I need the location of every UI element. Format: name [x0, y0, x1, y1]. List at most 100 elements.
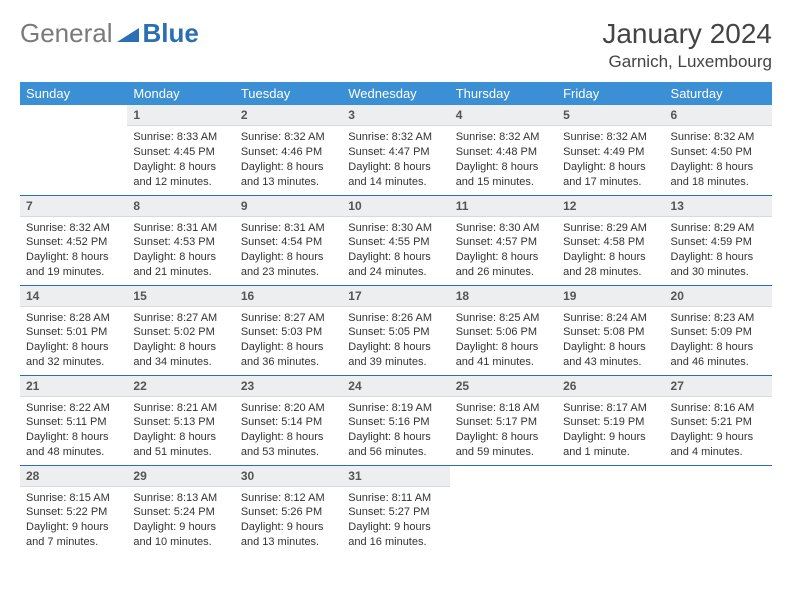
day-number: 16 [235, 286, 342, 307]
day-content: Sunrise: 8:30 AMSunset: 4:57 PMDaylight:… [450, 217, 557, 284]
day-number: 18 [450, 286, 557, 307]
sunset-text: Sunset: 5:24 PM [133, 505, 228, 520]
sunrise-text: Sunrise: 8:17 AM [563, 401, 658, 416]
daylight-text: Daylight: 8 hours and 59 minutes. [456, 430, 551, 460]
day-content: Sunrise: 8:33 AMSunset: 4:45 PMDaylight:… [127, 126, 234, 193]
sunrise-text: Sunrise: 8:24 AM [563, 311, 658, 326]
calendar-day-cell: 23Sunrise: 8:20 AMSunset: 5:14 PMDayligh… [235, 375, 342, 465]
day-content: Sunrise: 8:24 AMSunset: 5:08 PMDaylight:… [557, 307, 664, 374]
day-content: Sunrise: 8:28 AMSunset: 5:01 PMDaylight:… [20, 307, 127, 374]
day-content: Sunrise: 8:22 AMSunset: 5:11 PMDaylight:… [20, 397, 127, 464]
sunrise-text: Sunrise: 8:23 AM [671, 311, 766, 326]
sunset-text: Sunset: 4:58 PM [563, 235, 658, 250]
sunrise-text: Sunrise: 8:16 AM [671, 401, 766, 416]
day-number: 27 [665, 376, 772, 397]
day-content: Sunrise: 8:15 AMSunset: 5:22 PMDaylight:… [20, 487, 127, 554]
calendar-day-cell: 31Sunrise: 8:11 AMSunset: 5:27 PMDayligh… [342, 465, 449, 555]
calendar-day-cell: 4Sunrise: 8:32 AMSunset: 4:48 PMDaylight… [450, 105, 557, 195]
daylight-text: Daylight: 8 hours and 46 minutes. [671, 340, 766, 370]
day-content: Sunrise: 8:18 AMSunset: 5:17 PMDaylight:… [450, 397, 557, 464]
sunrise-text: Sunrise: 8:28 AM [26, 311, 121, 326]
sunrise-text: Sunrise: 8:32 AM [456, 130, 551, 145]
daylight-text: Daylight: 8 hours and 28 minutes. [563, 250, 658, 280]
sunrise-text: Sunrise: 8:13 AM [133, 491, 228, 506]
sunset-text: Sunset: 5:01 PM [26, 325, 121, 340]
sunset-text: Sunset: 4:54 PM [241, 235, 336, 250]
day-content: Sunrise: 8:29 AMSunset: 4:58 PMDaylight:… [557, 217, 664, 284]
calendar-day-cell: 6Sunrise: 8:32 AMSunset: 4:50 PMDaylight… [665, 105, 772, 195]
calendar-week-row: 21Sunrise: 8:22 AMSunset: 5:11 PMDayligh… [20, 375, 772, 465]
sunrise-text: Sunrise: 8:31 AM [133, 221, 228, 236]
daylight-text: Daylight: 8 hours and 19 minutes. [26, 250, 121, 280]
sunset-text: Sunset: 5:16 PM [348, 415, 443, 430]
weekday-header: Sunday [20, 82, 127, 105]
sunrise-text: Sunrise: 8:32 AM [26, 221, 121, 236]
weekday-header: Monday [127, 82, 234, 105]
day-number: 22 [127, 376, 234, 397]
day-content: Sunrise: 8:13 AMSunset: 5:24 PMDaylight:… [127, 487, 234, 554]
sunrise-text: Sunrise: 8:29 AM [671, 221, 766, 236]
sunset-text: Sunset: 5:11 PM [26, 415, 121, 430]
day-content: Sunrise: 8:16 AMSunset: 5:21 PMDaylight:… [665, 397, 772, 464]
day-number: 24 [342, 376, 449, 397]
sunrise-text: Sunrise: 8:32 AM [348, 130, 443, 145]
sunset-text: Sunset: 5:22 PM [26, 505, 121, 520]
sunset-text: Sunset: 5:09 PM [671, 325, 766, 340]
calendar-day-cell: 20Sunrise: 8:23 AMSunset: 5:09 PMDayligh… [665, 285, 772, 375]
calendar-day-cell: 12Sunrise: 8:29 AMSunset: 4:58 PMDayligh… [557, 195, 664, 285]
daylight-text: Daylight: 8 hours and 24 minutes. [348, 250, 443, 280]
daylight-text: Daylight: 9 hours and 10 minutes. [133, 520, 228, 550]
calendar-day-cell: 3Sunrise: 8:32 AMSunset: 4:47 PMDaylight… [342, 105, 449, 195]
calendar-day-cell: 17Sunrise: 8:26 AMSunset: 5:05 PMDayligh… [342, 285, 449, 375]
day-content: Sunrise: 8:27 AMSunset: 5:02 PMDaylight:… [127, 307, 234, 374]
brand-text-2: Blue [143, 18, 199, 49]
daylight-text: Daylight: 8 hours and 48 minutes. [26, 430, 121, 460]
calendar-week-row: 14Sunrise: 8:28 AMSunset: 5:01 PMDayligh… [20, 285, 772, 375]
calendar-day-cell: 16Sunrise: 8:27 AMSunset: 5:03 PMDayligh… [235, 285, 342, 375]
daylight-text: Daylight: 8 hours and 39 minutes. [348, 340, 443, 370]
sunrise-text: Sunrise: 8:30 AM [348, 221, 443, 236]
daylight-text: Daylight: 8 hours and 13 minutes. [241, 160, 336, 190]
day-number: 2 [235, 105, 342, 126]
daylight-text: Daylight: 8 hours and 56 minutes. [348, 430, 443, 460]
day-content: Sunrise: 8:29 AMSunset: 4:59 PMDaylight:… [665, 217, 772, 284]
sunrise-text: Sunrise: 8:25 AM [456, 311, 551, 326]
calendar-day-cell: 13Sunrise: 8:29 AMSunset: 4:59 PMDayligh… [665, 195, 772, 285]
calendar-day-cell: 19Sunrise: 8:24 AMSunset: 5:08 PMDayligh… [557, 285, 664, 375]
title-block: January 2024 Garnich, Luxembourg [602, 18, 772, 72]
sunrise-text: Sunrise: 8:12 AM [241, 491, 336, 506]
sunset-text: Sunset: 5:21 PM [671, 415, 766, 430]
brand-text-1: General [20, 18, 113, 49]
day-content: Sunrise: 8:32 AMSunset: 4:52 PMDaylight:… [20, 217, 127, 284]
day-content: Sunrise: 8:32 AMSunset: 4:50 PMDaylight:… [665, 126, 772, 193]
day-content: Sunrise: 8:32 AMSunset: 4:48 PMDaylight:… [450, 126, 557, 193]
sunrise-text: Sunrise: 8:30 AM [456, 221, 551, 236]
calendar-day-cell: 2Sunrise: 8:32 AMSunset: 4:46 PMDaylight… [235, 105, 342, 195]
weekday-header: Tuesday [235, 82, 342, 105]
calendar-day-cell: 24Sunrise: 8:19 AMSunset: 5:16 PMDayligh… [342, 375, 449, 465]
calendar-day-cell: 10Sunrise: 8:30 AMSunset: 4:55 PMDayligh… [342, 195, 449, 285]
day-content: Sunrise: 8:23 AMSunset: 5:09 PMDaylight:… [665, 307, 772, 374]
daylight-text: Daylight: 8 hours and 18 minutes. [671, 160, 766, 190]
sunset-text: Sunset: 5:08 PM [563, 325, 658, 340]
sunset-text: Sunset: 5:19 PM [563, 415, 658, 430]
day-number: 6 [665, 105, 772, 126]
day-number: 23 [235, 376, 342, 397]
sunset-text: Sunset: 4:45 PM [133, 145, 228, 160]
calendar-day-cell: 22Sunrise: 8:21 AMSunset: 5:13 PMDayligh… [127, 375, 234, 465]
sunrise-text: Sunrise: 8:32 AM [241, 130, 336, 145]
calendar-day-cell: 14Sunrise: 8:28 AMSunset: 5:01 PMDayligh… [20, 285, 127, 375]
day-number: 11 [450, 196, 557, 217]
day-content: Sunrise: 8:27 AMSunset: 5:03 PMDaylight:… [235, 307, 342, 374]
sunset-text: Sunset: 5:13 PM [133, 415, 228, 430]
day-number: 9 [235, 196, 342, 217]
day-content: Sunrise: 8:31 AMSunset: 4:54 PMDaylight:… [235, 217, 342, 284]
daylight-text: Daylight: 8 hours and 14 minutes. [348, 160, 443, 190]
day-content: Sunrise: 8:32 AMSunset: 4:47 PMDaylight:… [342, 126, 449, 193]
weekday-header: Friday [557, 82, 664, 105]
daylight-text: Daylight: 9 hours and 13 minutes. [241, 520, 336, 550]
sunrise-text: Sunrise: 8:33 AM [133, 130, 228, 145]
daylight-text: Daylight: 8 hours and 17 minutes. [563, 160, 658, 190]
day-number: 21 [20, 376, 127, 397]
day-number: 29 [127, 466, 234, 487]
